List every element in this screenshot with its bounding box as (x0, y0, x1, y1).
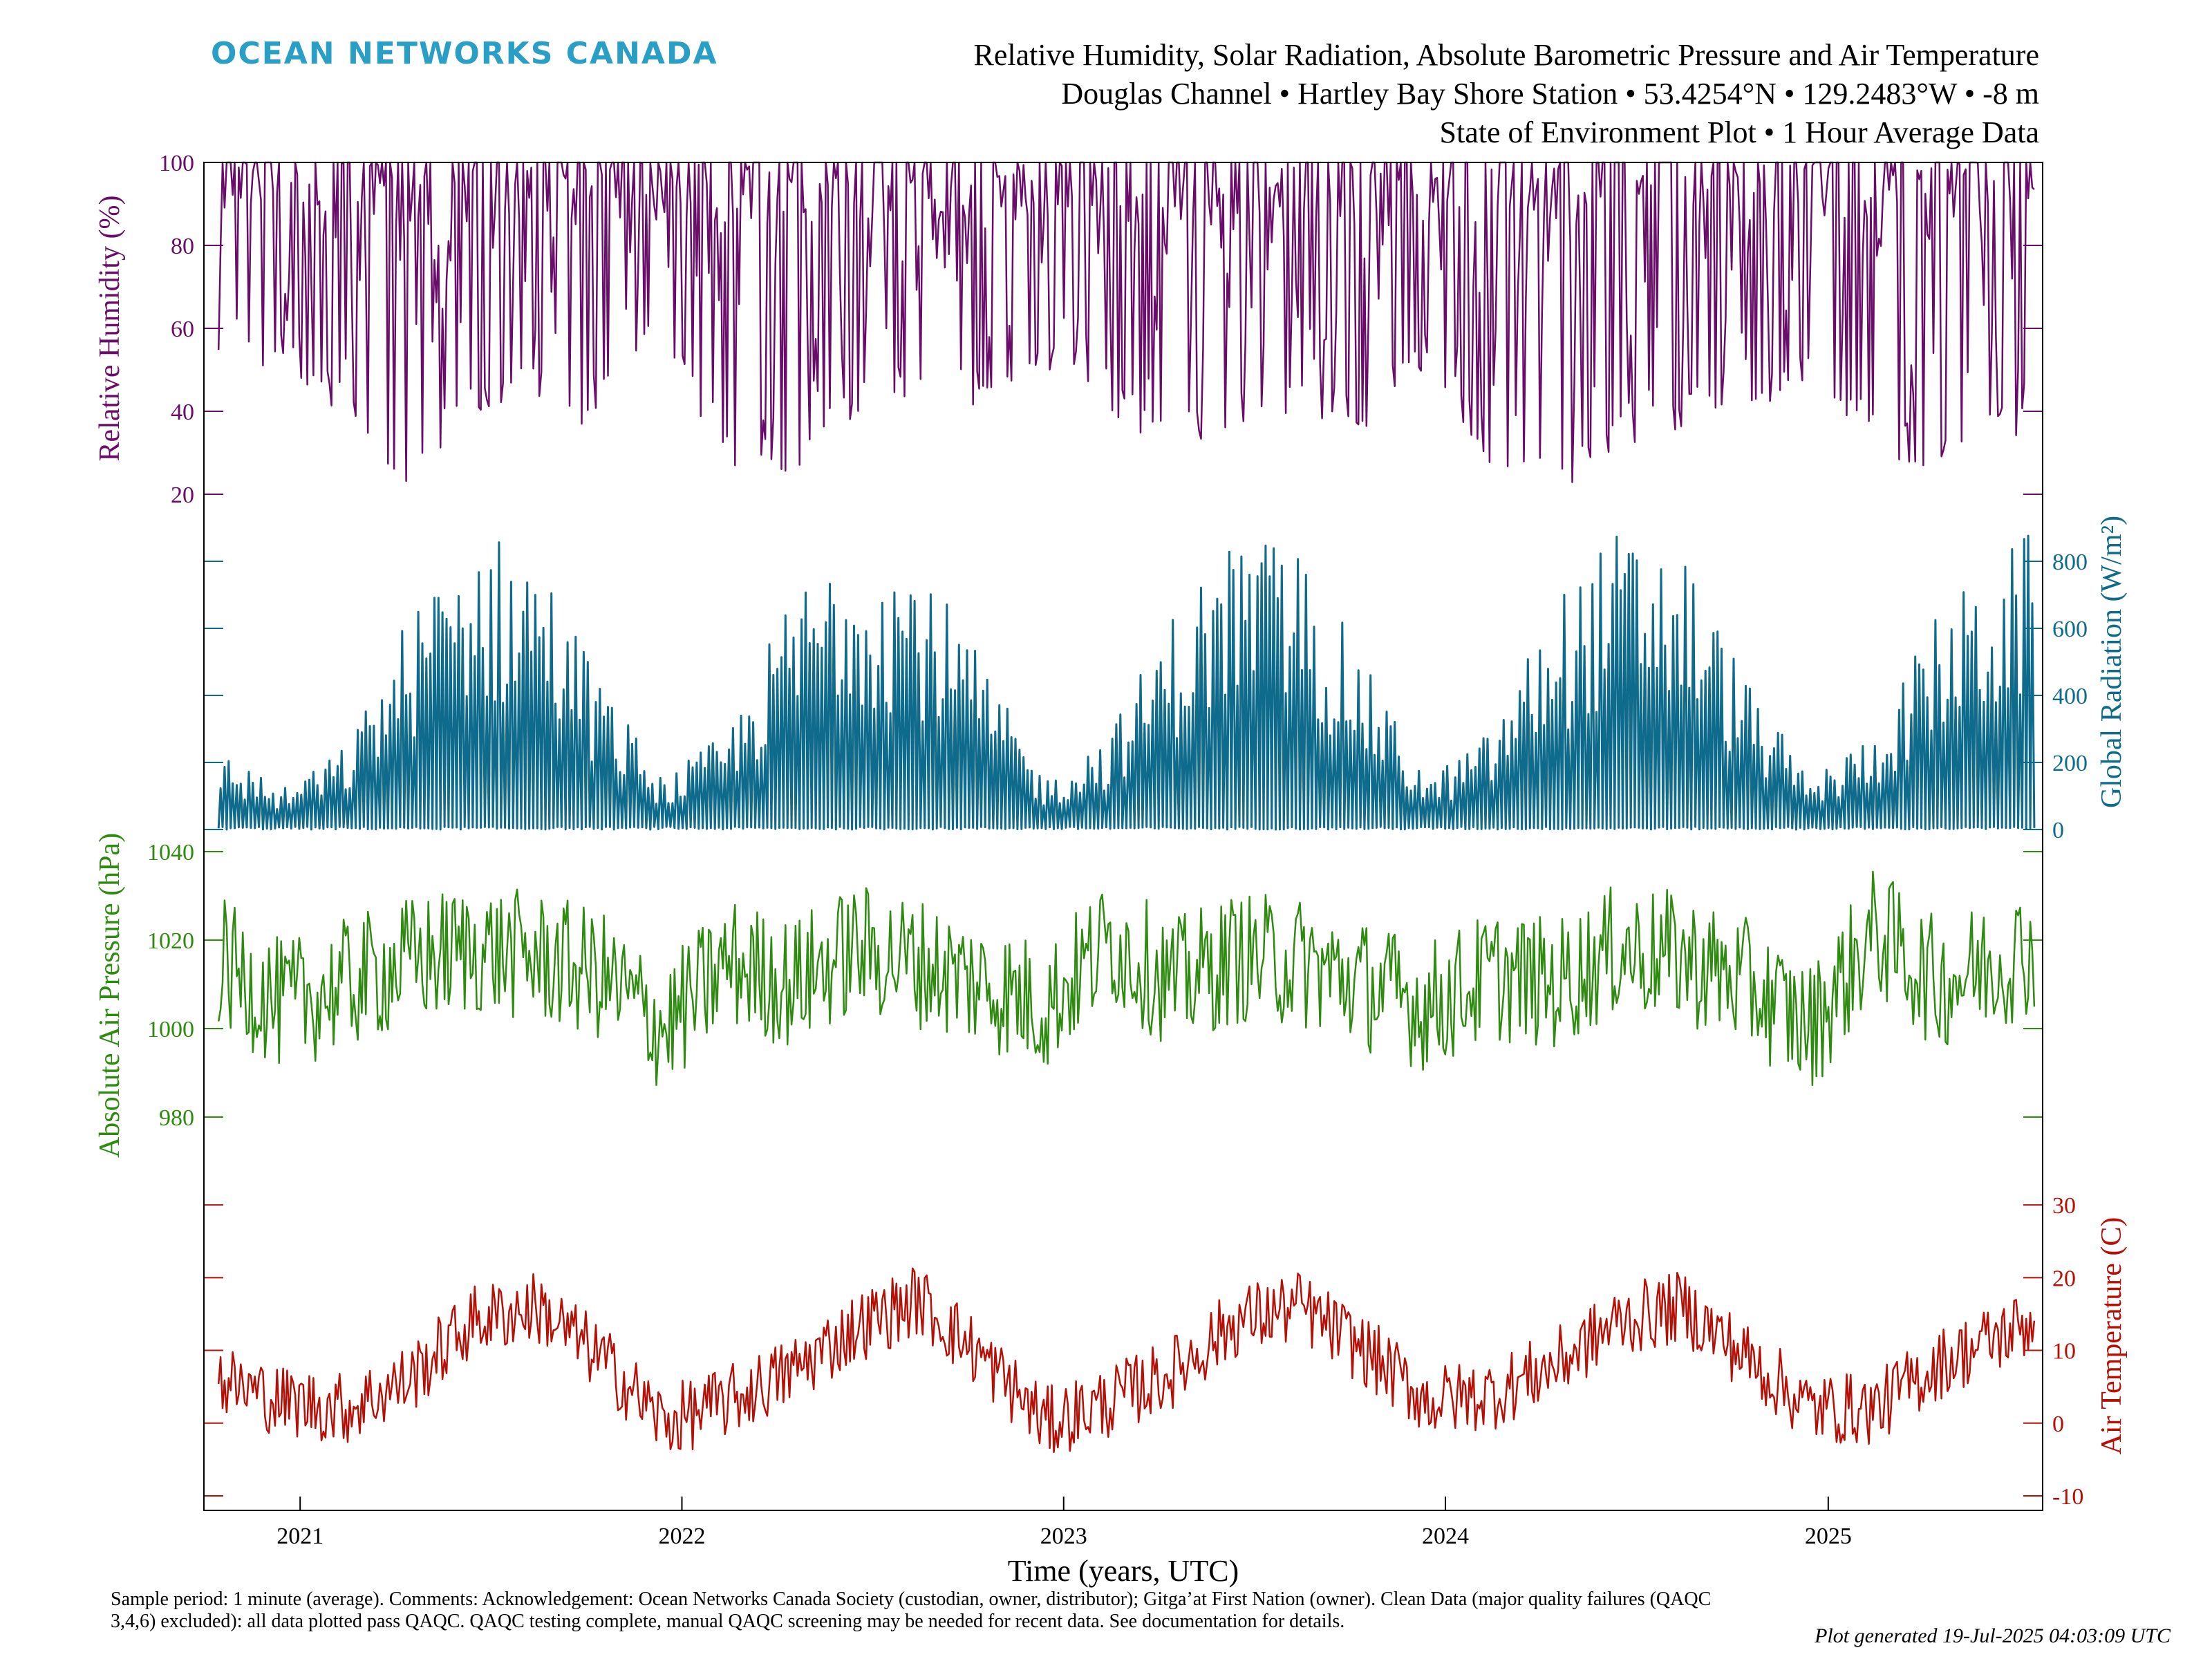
data-series-line (217, 1267, 2036, 1454)
y-tick-label: 400 (2052, 684, 2088, 709)
plot-title: Relative Humidity, Solar Radiation, Abso… (974, 36, 2039, 152)
title-line-2: Douglas Channel • Hartley Bay Shore Stat… (1061, 77, 2039, 111)
x-tick-label: 2025 (1805, 1524, 1852, 1549)
panel-2: 0 200 400 600 800 Global Radiation (W/m²) (204, 494, 2128, 843)
y-tick-label: 600 (2052, 617, 2088, 642)
plot-generated-timestamp: Plot generated 19-Jul-2025 04:03:09 UTC (1815, 1624, 2171, 1647)
y-axis-label: Air Temperature (C) (2096, 1217, 2128, 1455)
y-tick-label: 1020 (147, 928, 194, 954)
y-tick-label: 100 (159, 151, 194, 176)
y-tick-label: 10 (2052, 1339, 2076, 1365)
y-tick-label: 20 (2052, 1266, 2076, 1291)
panel-1: 20 40 60 80 100 Relative Humidity (%) (94, 151, 2043, 508)
panel-3: 980 1000 1020 1040 Absolute Air Pressure (hP… (94, 830, 2043, 1161)
y-axis-label: Global Radiation (W/m²) (2096, 516, 2128, 808)
footer-comment: Sample period: 1 minute (average). Comme… (111, 1588, 1712, 1632)
x-axis-label: Time (years, UTC) (1008, 1554, 1239, 1588)
y-tick-label: 980 (159, 1105, 194, 1131)
y-tick-label: 30 (2052, 1193, 2076, 1219)
y-tick-label: 0 (2052, 1412, 2064, 1437)
y-tick-label: 0 (2052, 818, 2064, 843)
data-series-line (217, 534, 2036, 831)
title-line-1: Relative Humidity, Solar Radiation, Abso… (973, 38, 2039, 72)
panel-4: -10 0 10 20 30 Air Temperature (C) 2021 2022 202… (204, 1161, 2128, 1588)
x-tick-label: 2023 (1040, 1524, 1087, 1549)
y-tick-label: 200 (2052, 751, 2088, 776)
y-tick-label: 20 (171, 482, 194, 508)
plot-frame (203, 162, 2043, 1511)
y-axis-label: Relative Humidity (%) (94, 196, 126, 462)
y-tick-label: 1000 (147, 1017, 194, 1042)
title-line-3: State of Environment Plot • 1 Hour Avera… (1439, 115, 2040, 149)
data-series-line (217, 870, 2036, 1087)
y-tick-label: 80 (171, 234, 194, 259)
y-tick-label: 800 (2052, 550, 2088, 575)
onc-logo: OCEAN NETWORKS CANADA (211, 36, 718, 71)
x-tick-label: 2024 (1422, 1524, 1469, 1549)
y-tick-label: 60 (171, 317, 194, 342)
data-series-line (217, 161, 2035, 483)
y-tick-label: 1040 (147, 840, 194, 865)
x-tick-label: 2021 (276, 1524, 324, 1549)
y-axis-label: Absolute Air Pressure (hPa) (94, 833, 126, 1158)
y-tick-label: -10 (2052, 1484, 2083, 1510)
x-tick-label: 2022 (658, 1524, 705, 1549)
y-tick-label: 40 (171, 400, 194, 425)
